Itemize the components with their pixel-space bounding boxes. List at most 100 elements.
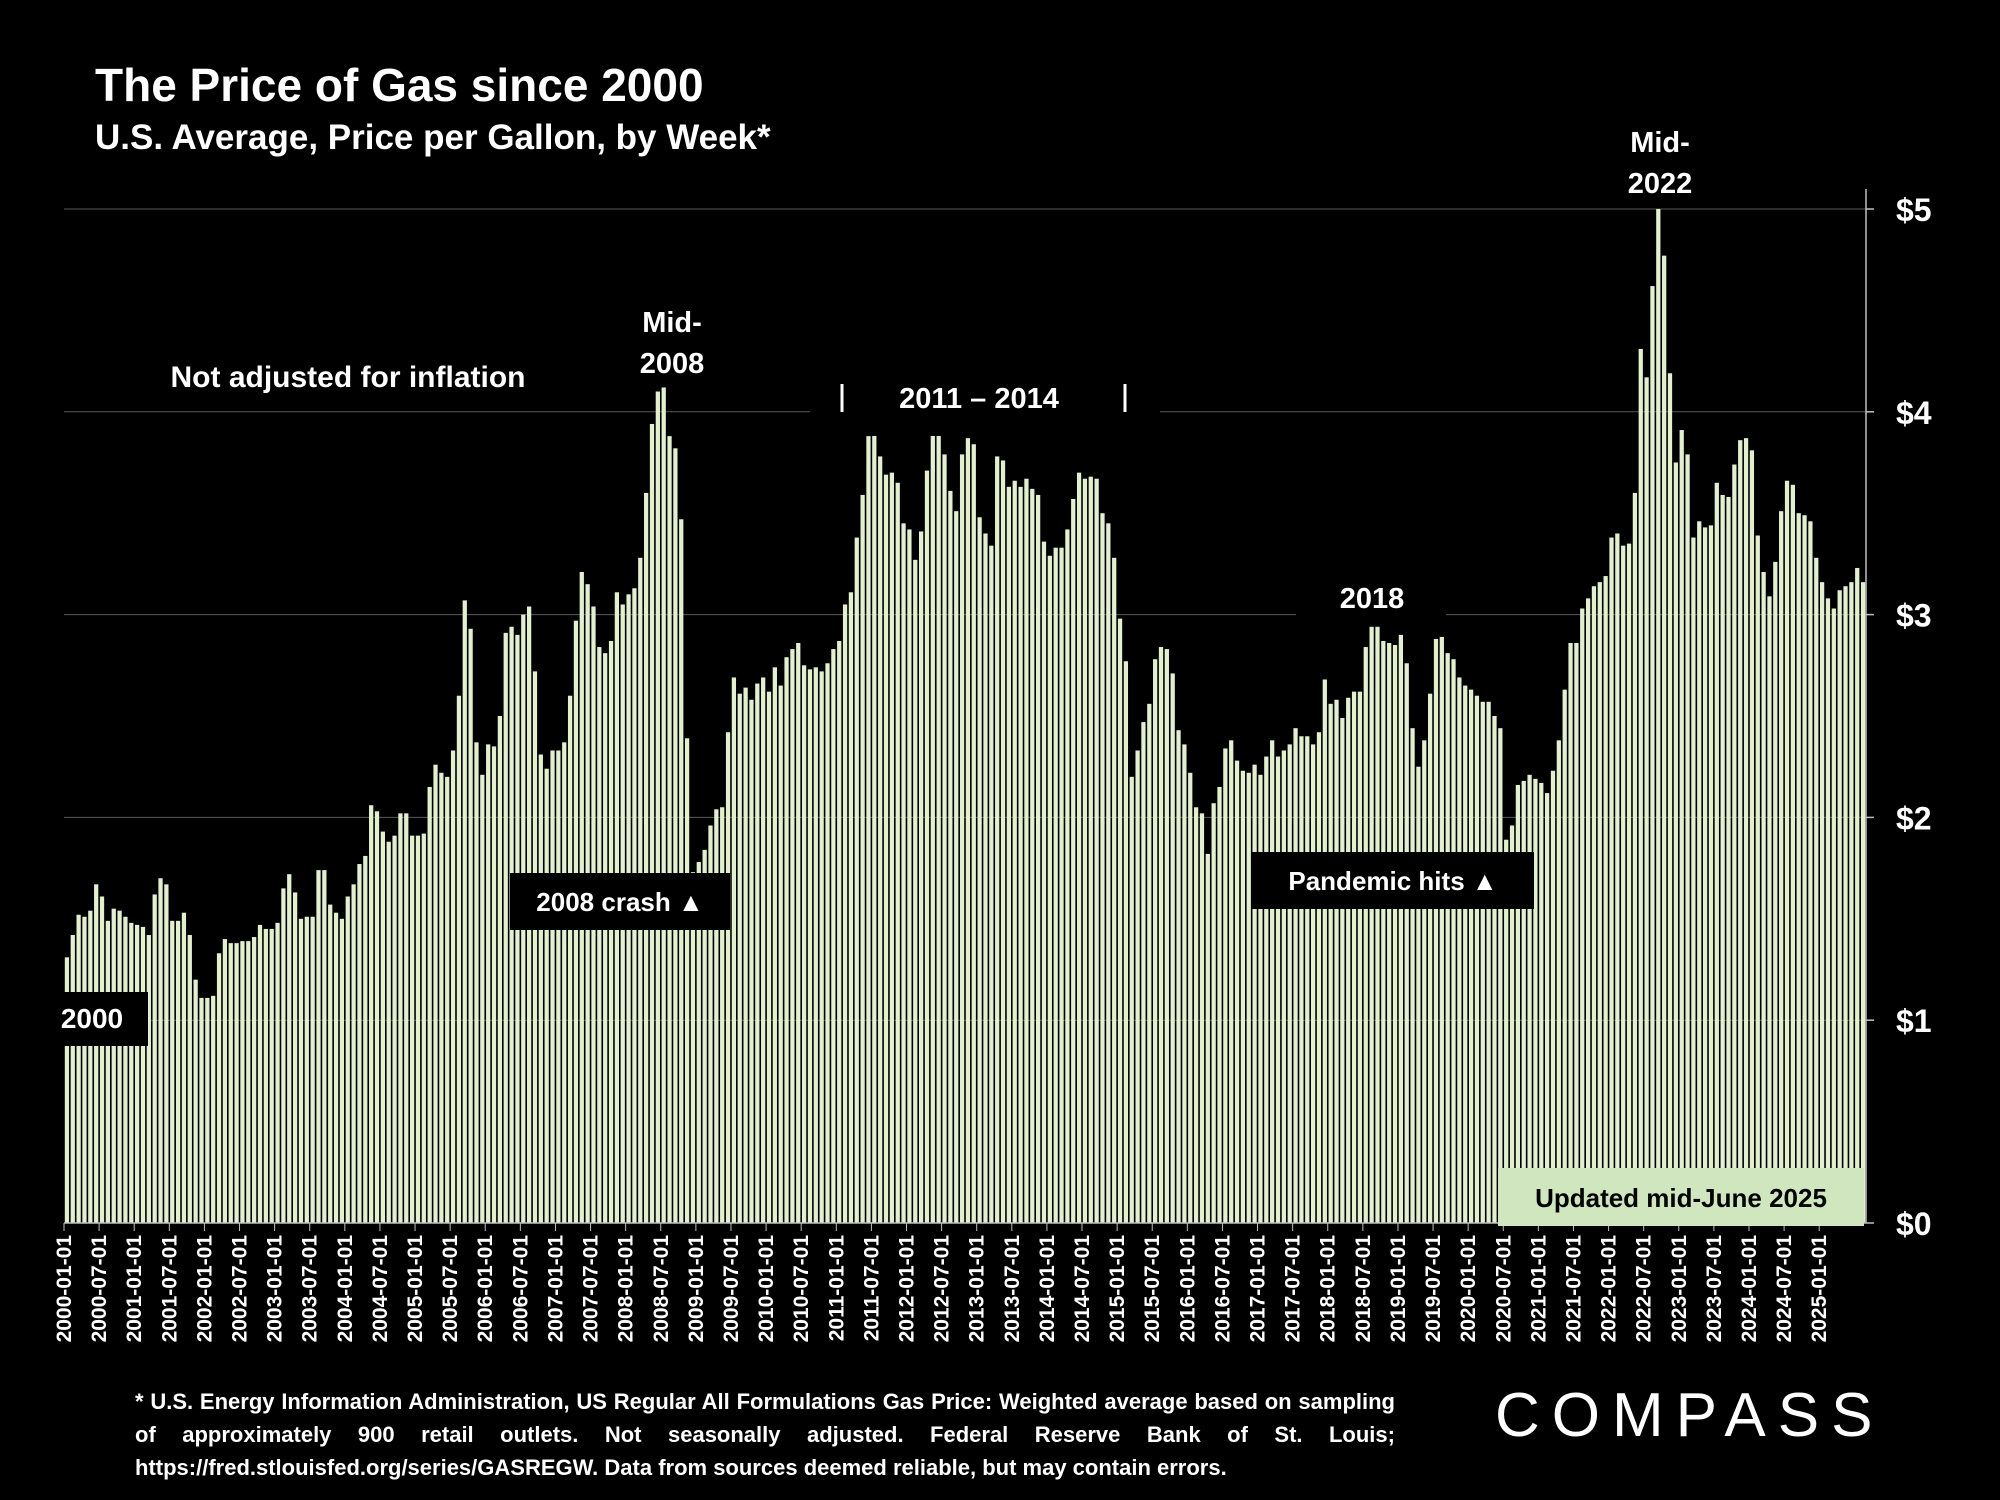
pandemic-label: Pandemic hits ▲ [1288, 866, 1497, 896]
bar [1305, 736, 1310, 1223]
bar [1545, 793, 1550, 1223]
x-tick-label: 2024-07-01 [1773, 1235, 1796, 1343]
bar [175, 920, 181, 1223]
bar [1644, 377, 1649, 1223]
x-tick-label: 2012-01-01 [896, 1235, 919, 1343]
bar [731, 677, 737, 1223]
bar [1609, 537, 1614, 1223]
bar [1404, 663, 1409, 1223]
bar [725, 732, 731, 1223]
bar [263, 928, 268, 1223]
bar [1591, 586, 1597, 1223]
bar [690, 872, 696, 1223]
bar [737, 693, 742, 1223]
bar [1176, 730, 1181, 1223]
bar [889, 472, 894, 1223]
bar [1539, 782, 1544, 1223]
bar [1779, 511, 1784, 1223]
bar [807, 669, 813, 1223]
bar [1275, 756, 1281, 1223]
bar [673, 448, 678, 1223]
bar [837, 640, 842, 1223]
x-tick-label: 2005-07-01 [439, 1235, 462, 1343]
bar [117, 910, 122, 1223]
bar [603, 653, 608, 1223]
bar [1556, 740, 1561, 1223]
bar [99, 896, 105, 1223]
bar [1240, 770, 1246, 1223]
bar [1855, 567, 1860, 1223]
bar [1574, 642, 1579, 1223]
x-tick-label: 2002-01-01 [193, 1235, 216, 1343]
bar [1059, 547, 1064, 1223]
bar [1679, 430, 1684, 1223]
period-bg [810, 378, 1160, 436]
bar [1691, 537, 1696, 1223]
bar [866, 436, 871, 1223]
bar [714, 809, 719, 1223]
x-tick-label: 2014-01-01 [1036, 1235, 1059, 1343]
bar [1439, 636, 1444, 1223]
bar [345, 896, 350, 1223]
bar [357, 864, 362, 1223]
bar [942, 454, 947, 1223]
bar [743, 687, 748, 1223]
compass-logo: COMPASS [1495, 1381, 1885, 1450]
bar [755, 683, 760, 1223]
bar [1837, 590, 1842, 1223]
bar [544, 768, 549, 1223]
mid-2022-label: 2022 [1628, 168, 1693, 200]
bar [1784, 480, 1790, 1223]
x-tick-label: 2009-07-01 [720, 1235, 743, 1343]
bar [1223, 748, 1228, 1223]
bar [88, 910, 93, 1223]
year-2000-bg [56, 992, 148, 1046]
bar [1100, 513, 1105, 1223]
bar [597, 647, 602, 1223]
bar [1346, 697, 1351, 1223]
bar [1129, 776, 1134, 1223]
bar [702, 849, 707, 1223]
bar [1369, 626, 1374, 1223]
bar [105, 920, 110, 1223]
bar [1428, 693, 1433, 1223]
bar [1802, 515, 1807, 1223]
bar [1006, 486, 1011, 1224]
bar [1509, 825, 1515, 1223]
bar [1463, 685, 1468, 1223]
bar [655, 391, 660, 1223]
bar [211, 995, 216, 1223]
year-2018-bg [1296, 578, 1446, 622]
bar [778, 685, 783, 1223]
bar [1117, 618, 1123, 1223]
bar [1515, 784, 1521, 1223]
x-tick-label: 2025-01-01 [1808, 1235, 1831, 1343]
bar [1603, 576, 1608, 1223]
bar [1392, 645, 1398, 1223]
bar [298, 918, 304, 1223]
bar [948, 490, 953, 1223]
bar [1521, 780, 1526, 1223]
y-tick-label: $2 [1896, 800, 1932, 836]
bar [825, 663, 830, 1223]
bar [129, 922, 134, 1223]
bar [1685, 454, 1690, 1223]
x-tick-label: 2022-07-01 [1633, 1235, 1656, 1343]
bar [819, 671, 824, 1223]
x-tick-label: 2018-01-01 [1317, 1235, 1340, 1343]
note-bg [140, 352, 560, 404]
bar [1211, 803, 1216, 1223]
bar [1381, 640, 1386, 1223]
x-tick-label: 2021-07-01 [1563, 1235, 1586, 1343]
y-tick-label: $3 [1896, 598, 1932, 634]
bar [1790, 484, 1795, 1223]
bar [1860, 582, 1866, 1223]
bar [94, 884, 99, 1223]
bar [1252, 764, 1257, 1223]
bar [983, 533, 988, 1223]
x-tick-label: 2001-01-01 [123, 1235, 146, 1343]
x-tick-label: 2022-01-01 [1598, 1235, 1621, 1343]
bar [1422, 740, 1427, 1223]
bar [1562, 689, 1567, 1223]
bar [374, 811, 380, 1223]
